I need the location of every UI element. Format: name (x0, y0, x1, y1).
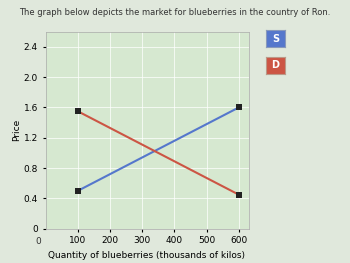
Text: S: S (272, 34, 279, 44)
Text: D: D (272, 60, 280, 70)
X-axis label: Quantity of blueberries (thousands of kilos): Quantity of blueberries (thousands of ki… (49, 251, 245, 260)
Text: The graph below depicts the market for blueberries in the country of Ron.: The graph below depicts the market for b… (19, 8, 331, 17)
Y-axis label: Price: Price (12, 119, 21, 141)
Text: 0: 0 (36, 237, 41, 246)
